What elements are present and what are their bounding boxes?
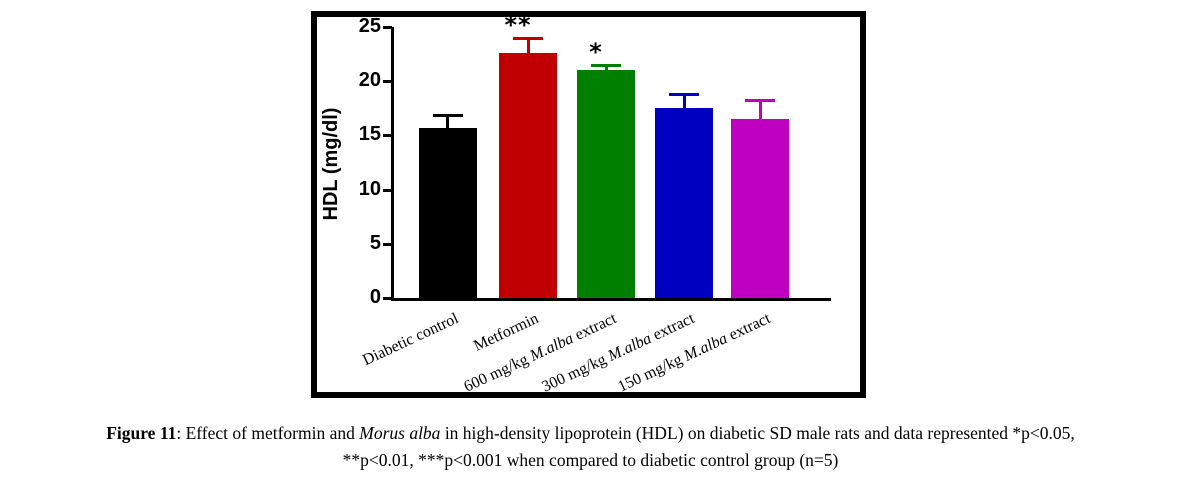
figure-caption: Figure 11: Effect of metformin and Morus… bbox=[0, 420, 1181, 474]
plot-area: ** * bbox=[391, 13, 831, 301]
error-bar-cap bbox=[745, 99, 775, 102]
caption-line-1: Figure 11: Effect of metformin and Morus… bbox=[106, 423, 1075, 443]
species-name: M.alba bbox=[605, 330, 655, 365]
y-tick bbox=[383, 26, 392, 29]
y-tick-label: 5 bbox=[369, 231, 381, 254]
figure-label: Figure 11 bbox=[106, 423, 177, 443]
significance-label: ** bbox=[504, 11, 532, 39]
significance-label: * bbox=[589, 38, 603, 66]
y-tick bbox=[383, 80, 392, 84]
caption-text-2: in high-density lipoprotein (HDL) on dia… bbox=[440, 423, 1075, 443]
bar bbox=[731, 119, 789, 298]
y-tick-label: 25 bbox=[358, 15, 381, 37]
y-tick-label: 0 bbox=[369, 286, 381, 308]
y-tick-label: 20 bbox=[358, 69, 381, 92]
label-text: extract bbox=[646, 310, 698, 346]
species-name: M.alba bbox=[681, 330, 731, 365]
y-tick-label: 10 bbox=[358, 177, 381, 200]
error-bar-stem bbox=[682, 93, 686, 110]
error-bar-stem bbox=[526, 37, 530, 55]
error-bar-stem bbox=[758, 99, 762, 121]
chart-frame: HDL (mg/dl) ** * 0 5 10 15 20 25 Diabetic cont… bbox=[311, 11, 866, 398]
species-name: M.alba bbox=[527, 330, 577, 365]
y-tick bbox=[383, 242, 392, 246]
caption-species-name: Morus alba bbox=[359, 423, 441, 443]
caption-text-1: : Effect of metformin and bbox=[176, 423, 360, 443]
caption-line-2: **p<0.01, ***p<0.001 when compared to di… bbox=[342, 450, 839, 470]
y-tick bbox=[383, 188, 392, 192]
error-bar-stem bbox=[446, 114, 449, 130]
error-bar-cap bbox=[432, 114, 463, 117]
bar bbox=[577, 70, 635, 298]
error-bar-cap bbox=[669, 93, 699, 96]
error-bar-cap bbox=[591, 64, 621, 67]
label-text: extract bbox=[722, 310, 774, 346]
label-text: extract bbox=[568, 310, 620, 346]
y-tick bbox=[383, 134, 392, 138]
error-bar-stem bbox=[604, 64, 608, 72]
error-bar-cap bbox=[513, 37, 543, 40]
bar bbox=[418, 128, 477, 298]
y-tick-label: 15 bbox=[358, 123, 381, 146]
y-tick bbox=[383, 297, 392, 300]
bar bbox=[499, 53, 557, 298]
bar bbox=[655, 108, 713, 298]
